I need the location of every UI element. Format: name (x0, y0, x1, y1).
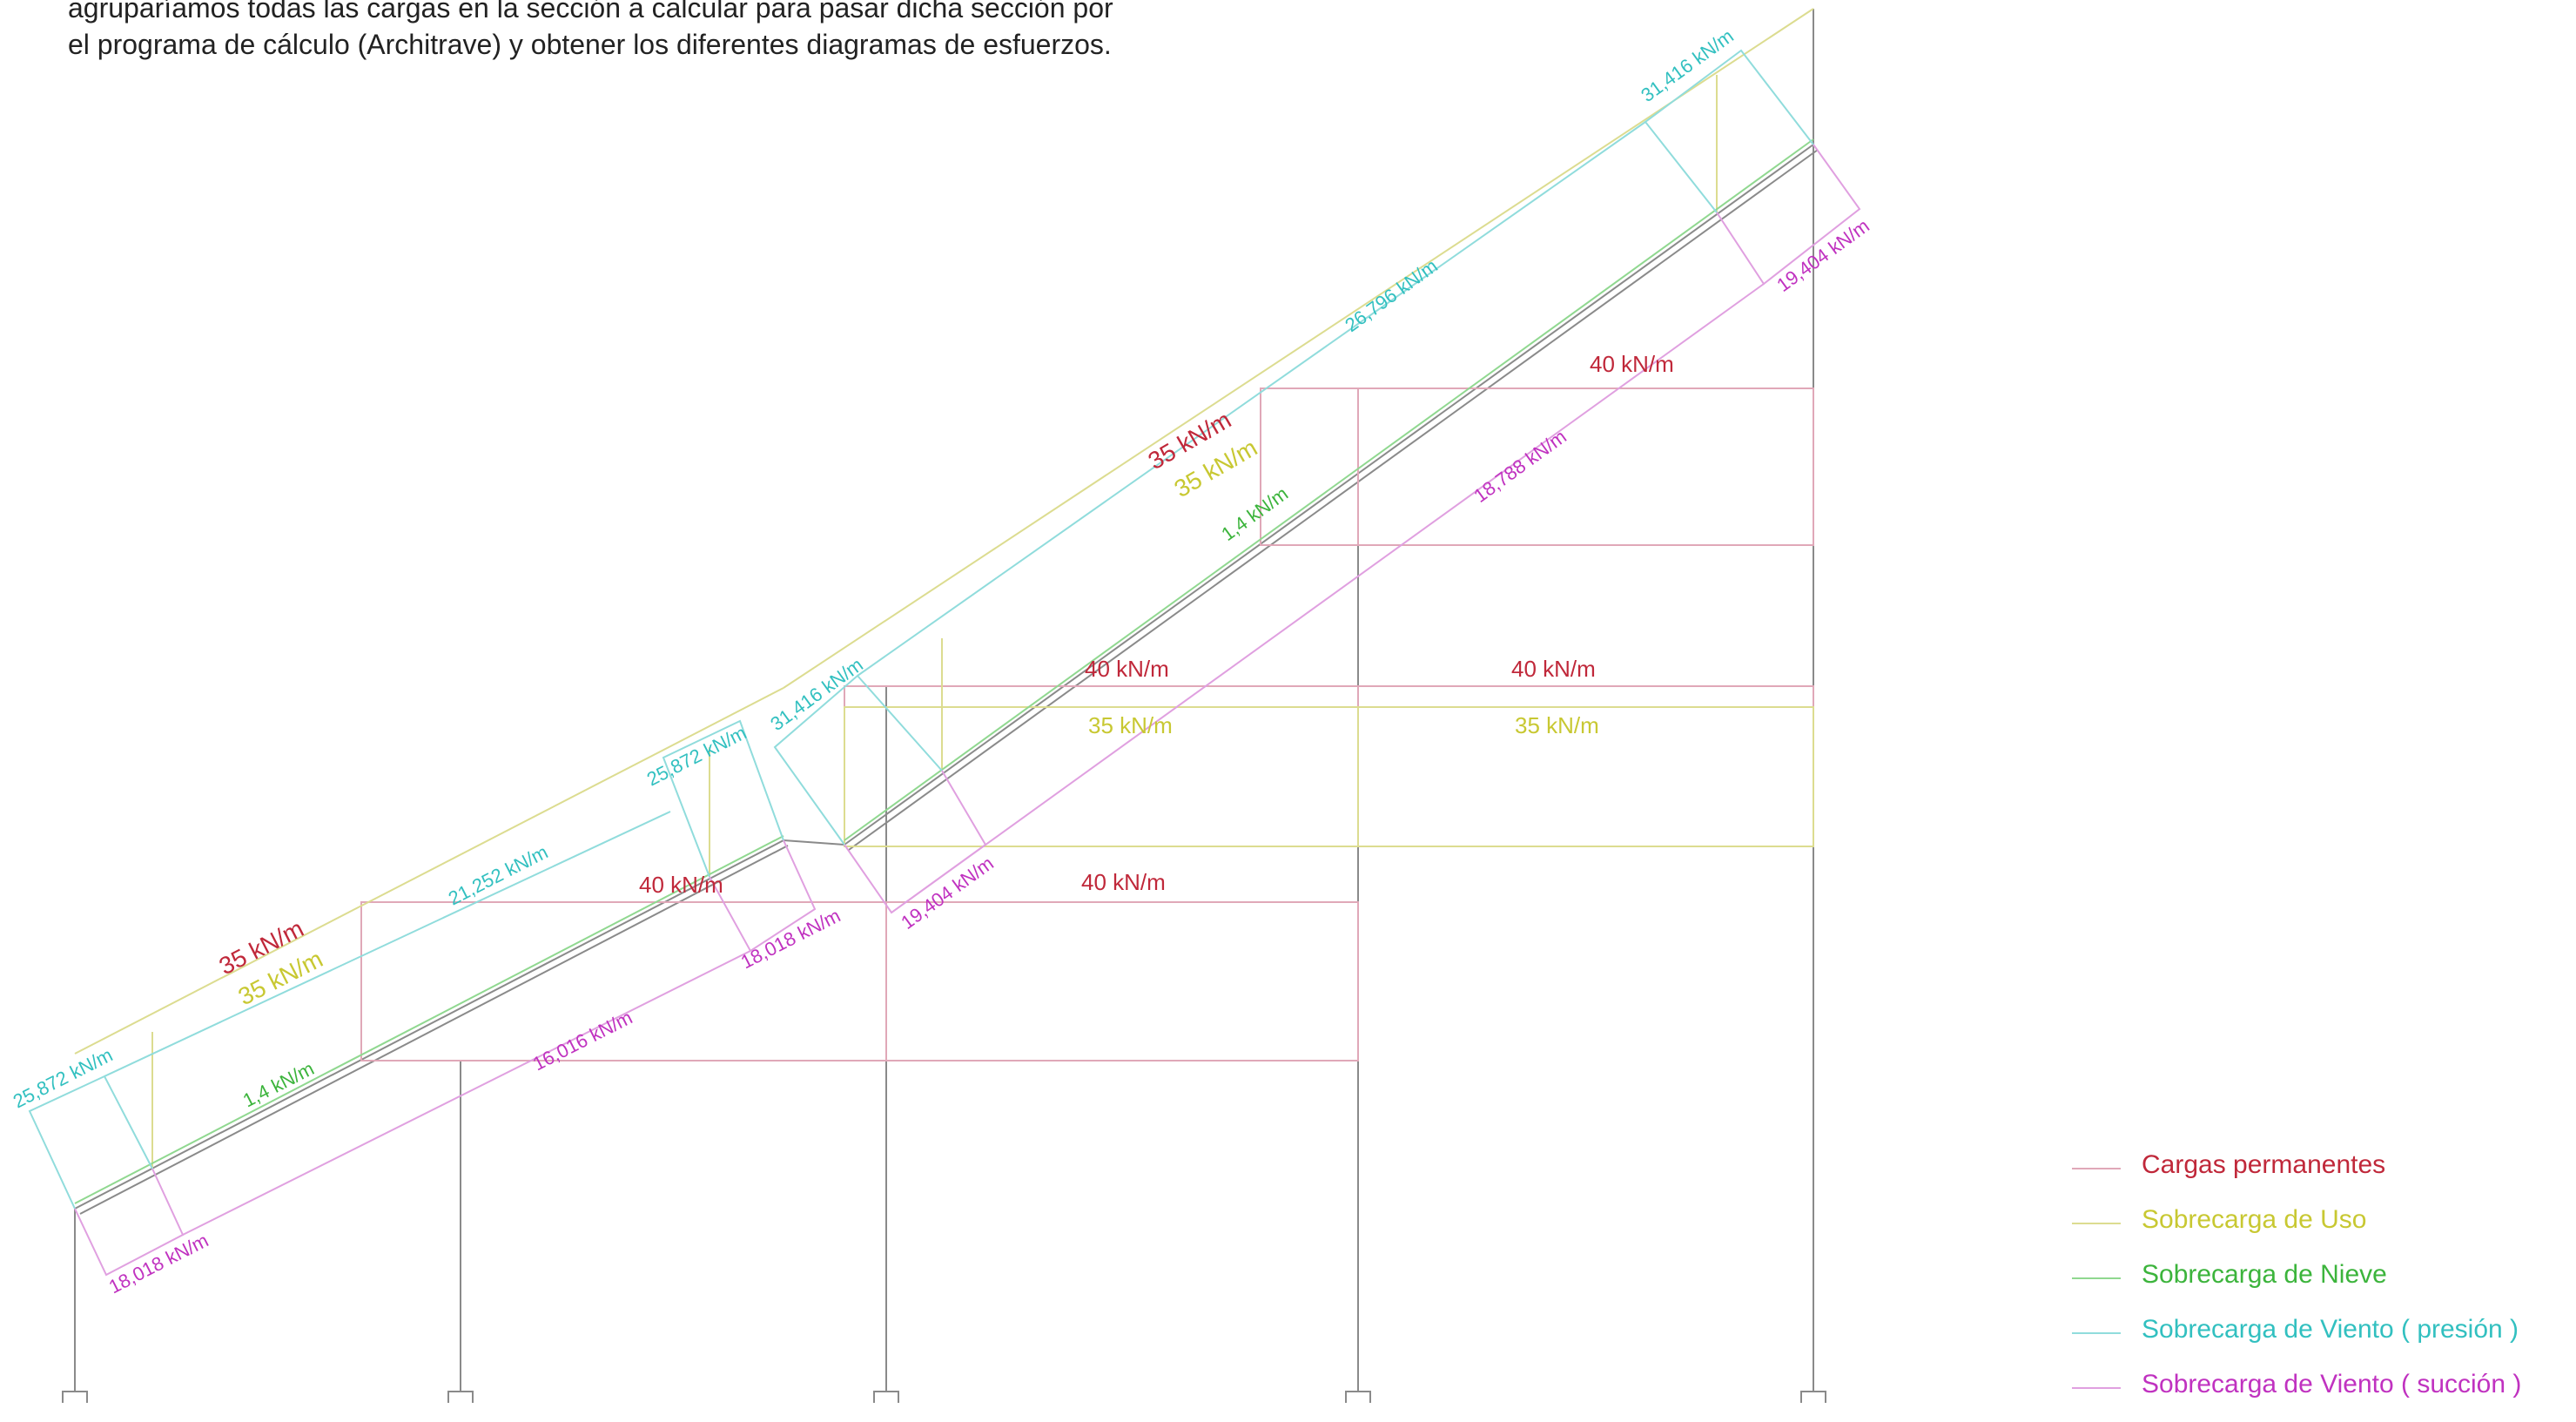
legend-swatch (2072, 1223, 2121, 1224)
ws-left-polygon (74, 1168, 185, 1277)
label-perm-slab-mid-right: 40 kN/m (1511, 656, 1596, 682)
legend-label: Sobrecarga de Nieve (2142, 1260, 2387, 1289)
snow-left-line (74, 835, 784, 1204)
ws-right-lower (891, 283, 1765, 913)
wp-right-end-polygon (1644, 49, 1814, 213)
legend-item: Cargas permanentes (2072, 1148, 2559, 1203)
legend-swatch (2072, 1387, 2121, 1389)
support-1 (62, 1391, 88, 1403)
legend-swatch (2072, 1168, 2121, 1169)
legend-label: Sobrecarga de Uso (2142, 1205, 2367, 1234)
perm-slab-low-outline (360, 901, 1359, 1061)
wp-left-ridge-polygon (662, 719, 784, 878)
label-ws-right-mid: 18,788 kN/m (1470, 426, 1570, 508)
wind-suction-loads (74, 144, 1861, 1277)
ws-right-end-polygon (1716, 144, 1861, 286)
roof-beam-right-inner (848, 149, 1819, 851)
use-loads (74, 8, 1814, 1169)
legend-item: Sobrecarga de Uso (2072, 1203, 2559, 1257)
label-ws-left-ridge: 18,018 kN/m (737, 905, 844, 974)
support-5 (1800, 1391, 1826, 1403)
label-use-slab-mid-right: 35 kN/m (1515, 712, 1599, 738)
label-perm-slab-low-right: 40 kN/m (1081, 869, 1166, 895)
intro-paragraph: agruparíamos todas las cargas en la secc… (68, 0, 1304, 63)
wp-left-polygon (28, 1075, 153, 1210)
label-wp-right-end: 31,416 kN/m (1637, 25, 1738, 107)
legend-item: Sobrecarga de Viento ( succión ) (2072, 1367, 2559, 1422)
label-perm-slab-top: 40 kN/m (1590, 351, 1674, 377)
roof-beam-right (844, 144, 1814, 846)
legend-label: Sobrecarga de Viento ( succión ) (2142, 1370, 2522, 1398)
snow-loads (74, 138, 1814, 1204)
use-roof-left-line (74, 687, 784, 1055)
label-ws-right-start: 19,404 kN/m (897, 853, 998, 934)
use-slab-mid-outline (844, 706, 1814, 847)
label-ws-right-end: 19,404 kN/m (1772, 215, 1873, 297)
label-ws-left-mid: 16,016 kN/m (529, 1007, 636, 1075)
legend-swatch (2072, 1277, 2121, 1279)
support-2 (447, 1391, 474, 1403)
legend-label: Sobrecarga de Viento ( presión ) (2142, 1315, 2519, 1344)
legend-swatch (2072, 1332, 2121, 1334)
label-snow-right: 1,4 kN/m (1217, 482, 1292, 545)
intro-line-2: el programa de cálculo (Architrave) y ob… (68, 29, 1112, 60)
wp-right-start-polygon (773, 674, 943, 846)
support-3 (873, 1391, 899, 1403)
label-ws-left-end: 18,018 kN/m (105, 1230, 212, 1298)
intro-line-1: agruparíamos todas las cargas en la secc… (68, 0, 1113, 24)
perm-slab-mid-outline (844, 685, 1814, 847)
label-perm-slab-low-left: 40 kN/m (639, 872, 723, 898)
use-roof-right-line (783, 8, 1814, 689)
snow-right-line (844, 138, 1814, 841)
legend-item: Sobrecarga de Nieve (2072, 1257, 2559, 1312)
legend: Cargas permanentes Sobrecarga de Uso Sobre… (2072, 1148, 2559, 1422)
wp-right-upper (857, 121, 1646, 677)
ridge-flat (783, 839, 845, 846)
label-use-slab-mid-left: 35 kN/m (1088, 712, 1173, 738)
wind-pressure-loads (28, 49, 1814, 1210)
ws-left-ridge-polygon (709, 839, 817, 953)
wp-left-upper (104, 811, 671, 1077)
label-wp-right-mid: 26,796 kN/m (1341, 255, 1442, 337)
ws-left-lower (182, 950, 751, 1236)
legend-item: Sobrecarga de Viento ( presión ) (2072, 1312, 2559, 1367)
perm-slab-top-outline (1260, 388, 1814, 546)
legend-label: Cargas permanentes (2142, 1150, 2386, 1179)
label-perm-slab-mid-left: 40 kN/m (1085, 656, 1169, 682)
support-4 (1345, 1391, 1371, 1403)
roof-beam-left-inner (79, 845, 789, 1215)
structure (62, 9, 1826, 1403)
